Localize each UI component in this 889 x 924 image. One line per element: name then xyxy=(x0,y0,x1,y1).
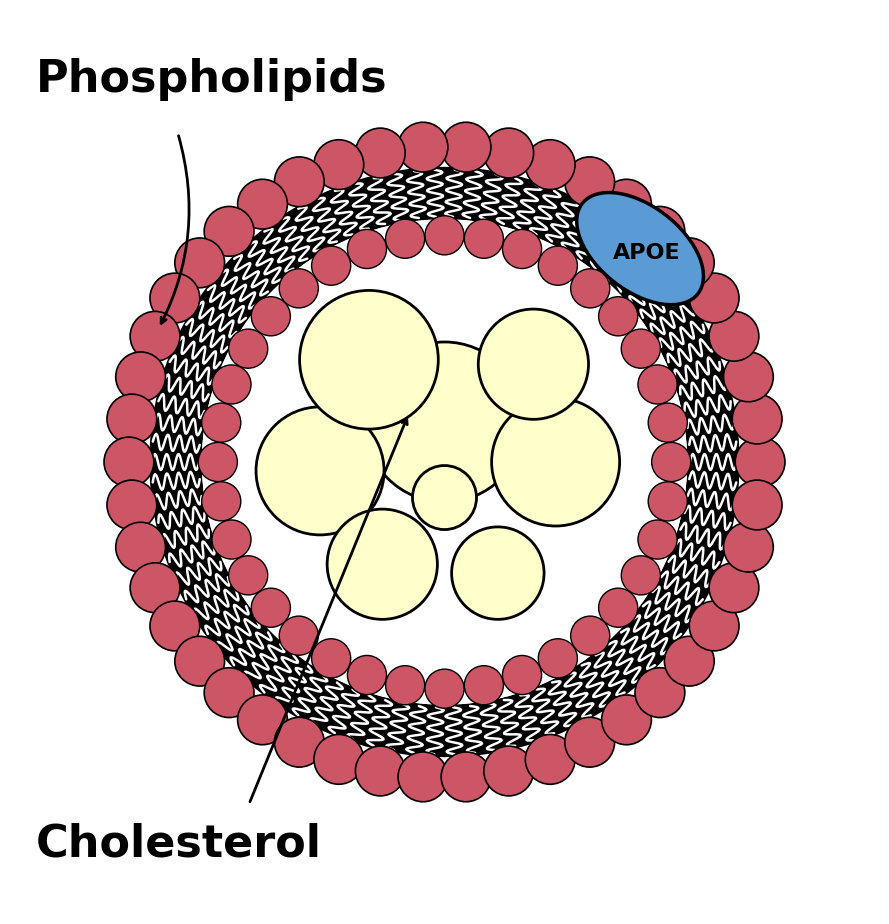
Circle shape xyxy=(237,179,287,229)
Circle shape xyxy=(664,238,714,287)
Circle shape xyxy=(502,655,541,695)
Circle shape xyxy=(175,637,225,686)
Circle shape xyxy=(638,365,677,404)
Circle shape xyxy=(441,122,491,172)
Circle shape xyxy=(348,655,387,695)
Circle shape xyxy=(598,589,637,627)
Ellipse shape xyxy=(577,192,703,305)
Circle shape xyxy=(733,480,782,529)
Circle shape xyxy=(279,616,318,655)
Circle shape xyxy=(107,480,156,529)
Circle shape xyxy=(312,246,351,286)
Circle shape xyxy=(689,274,739,322)
Circle shape xyxy=(202,219,687,705)
Text: Phospholipids: Phospholipids xyxy=(36,58,388,102)
Circle shape xyxy=(104,437,154,487)
Circle shape xyxy=(198,443,237,481)
Circle shape xyxy=(314,140,364,189)
Circle shape xyxy=(228,556,268,595)
Circle shape xyxy=(314,735,364,784)
Circle shape xyxy=(398,752,448,802)
Circle shape xyxy=(202,481,241,521)
Circle shape xyxy=(130,311,180,361)
Circle shape xyxy=(525,735,575,784)
Text: Cholesterol: Cholesterol xyxy=(36,822,322,866)
Circle shape xyxy=(598,297,637,335)
Circle shape xyxy=(212,520,251,559)
Circle shape xyxy=(252,589,291,627)
Circle shape xyxy=(602,695,652,745)
Circle shape xyxy=(452,527,544,619)
Circle shape xyxy=(116,352,165,402)
Circle shape xyxy=(130,563,180,613)
Circle shape xyxy=(602,179,652,229)
Circle shape xyxy=(398,122,448,172)
Circle shape xyxy=(356,746,405,796)
Circle shape xyxy=(252,297,291,335)
Circle shape xyxy=(689,602,739,650)
Circle shape xyxy=(425,669,464,709)
Circle shape xyxy=(735,437,785,487)
Circle shape xyxy=(648,481,687,521)
Circle shape xyxy=(724,352,773,402)
Circle shape xyxy=(464,219,503,259)
Circle shape xyxy=(492,398,620,526)
Circle shape xyxy=(441,752,491,802)
Circle shape xyxy=(502,229,541,269)
Circle shape xyxy=(275,717,324,767)
Circle shape xyxy=(356,128,405,178)
Circle shape xyxy=(300,290,438,429)
Text: APOE: APOE xyxy=(613,243,681,263)
Circle shape xyxy=(107,395,156,444)
Circle shape xyxy=(256,407,384,535)
Circle shape xyxy=(150,274,200,322)
Circle shape xyxy=(327,509,437,619)
Circle shape xyxy=(412,466,477,529)
Circle shape xyxy=(212,365,251,404)
Circle shape xyxy=(202,403,241,443)
Circle shape xyxy=(621,556,661,595)
Circle shape xyxy=(635,668,685,718)
Circle shape xyxy=(202,219,687,705)
Circle shape xyxy=(228,329,268,368)
Circle shape xyxy=(565,717,614,767)
Circle shape xyxy=(484,746,533,796)
Circle shape xyxy=(478,310,589,419)
Circle shape xyxy=(150,602,200,650)
Circle shape xyxy=(571,269,610,308)
Circle shape xyxy=(664,637,714,686)
Circle shape xyxy=(525,140,575,189)
Circle shape xyxy=(204,206,254,256)
Circle shape xyxy=(638,520,677,559)
Circle shape xyxy=(484,128,533,178)
Circle shape xyxy=(275,157,324,207)
Circle shape xyxy=(635,206,685,256)
Circle shape xyxy=(648,403,687,443)
Circle shape xyxy=(175,238,225,287)
Circle shape xyxy=(565,157,614,207)
Circle shape xyxy=(364,342,525,502)
Circle shape xyxy=(386,219,425,259)
Circle shape xyxy=(733,395,782,444)
Circle shape xyxy=(100,117,789,807)
Circle shape xyxy=(709,563,759,613)
Circle shape xyxy=(538,638,577,678)
Circle shape xyxy=(425,215,464,255)
Circle shape xyxy=(539,246,578,286)
Circle shape xyxy=(279,269,318,308)
Circle shape xyxy=(724,522,773,572)
Circle shape xyxy=(709,311,759,361)
Circle shape xyxy=(311,638,350,678)
Circle shape xyxy=(464,665,503,705)
Circle shape xyxy=(348,229,387,269)
Circle shape xyxy=(652,443,691,481)
Circle shape xyxy=(116,522,165,572)
Circle shape xyxy=(204,668,254,718)
Circle shape xyxy=(621,329,661,368)
Circle shape xyxy=(386,665,425,705)
Circle shape xyxy=(149,167,740,757)
Circle shape xyxy=(237,695,287,745)
Circle shape xyxy=(571,616,610,655)
